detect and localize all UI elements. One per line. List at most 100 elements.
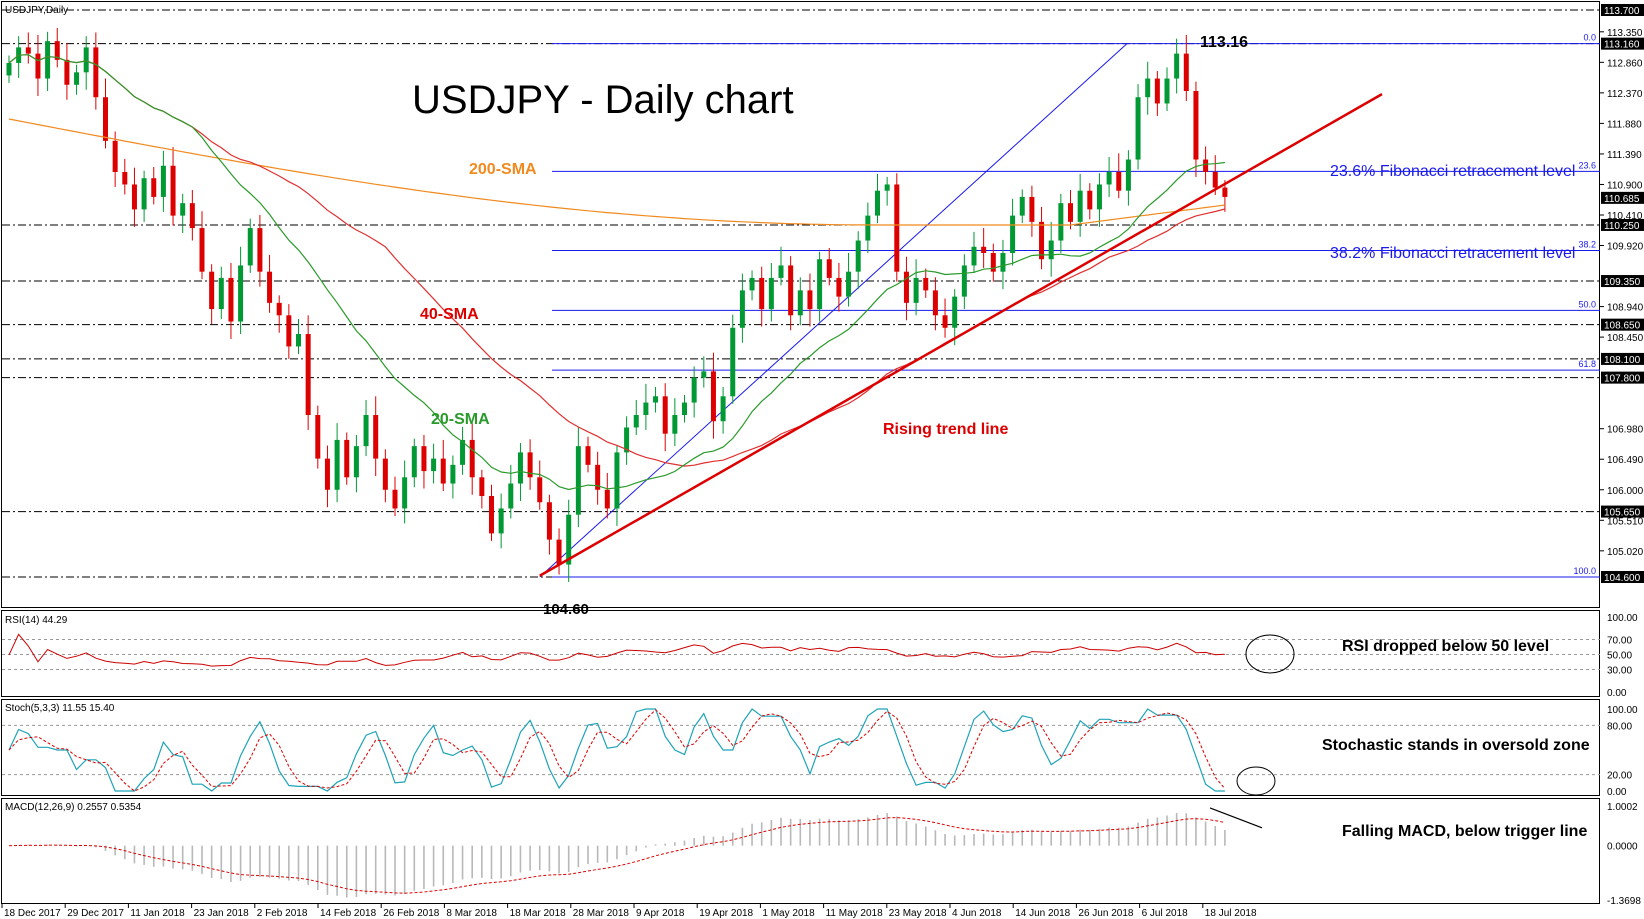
- candle-body: [344, 439, 350, 478]
- candle-body: [710, 371, 716, 422]
- candle-body: [797, 290, 803, 316]
- candle-body: [1154, 78, 1160, 104]
- price-tick-label: 112.370: [1607, 89, 1643, 100]
- macd-tick-label: -1.3698: [1607, 896, 1641, 907]
- candle-body: [1203, 159, 1209, 172]
- x-tick-label: 14 Jun 2018: [1015, 908, 1070, 919]
- candle-body: [1077, 190, 1083, 222]
- candle-body: [981, 246, 987, 253]
- trendline-label: Rising trend line: [883, 421, 1008, 438]
- level-tag-bg: [1601, 4, 1644, 16]
- price-panel: 0.0 23.6 38.2 50.0 61.8 100.0: [2, 9, 1600, 582]
- candle-body: [903, 271, 909, 303]
- candle-body: [1145, 78, 1151, 98]
- level-tag-bg: [1601, 275, 1644, 288]
- level-tag-label: 113.160: [1604, 40, 1640, 51]
- candle-body: [315, 415, 321, 459]
- candle-body: [1010, 215, 1016, 253]
- candle-body: [421, 446, 427, 472]
- level-tag-label: 107.800: [1604, 374, 1641, 385]
- candle-body: [855, 240, 861, 272]
- candle-body: [83, 47, 89, 73]
- stoch-tick-label: 0.00: [1607, 787, 1627, 798]
- stoch-tick-label: 80.00: [1607, 721, 1632, 732]
- candle-body: [749, 277, 755, 291]
- candle-body: [566, 514, 572, 565]
- candle-body: [479, 477, 485, 496]
- candle-body: [990, 253, 996, 272]
- indicator-panels: [2, 633, 1600, 898]
- price-tick-label: 111.880: [1607, 119, 1642, 130]
- candle-body: [517, 452, 523, 484]
- level-tag-bg: [1601, 352, 1644, 365]
- candle-body: [25, 47, 31, 54]
- x-tick-label: 4 Jun 2018: [952, 908, 1002, 919]
- price-tick-label: 109.920: [1607, 242, 1644, 253]
- candle-body: [730, 327, 736, 397]
- macd-signal-line: [8, 817, 1225, 894]
- candle-body: [238, 265, 244, 322]
- candle-body: [865, 215, 871, 241]
- candle-body: [1019, 196, 1025, 216]
- candle-body: [6, 62, 12, 76]
- candle-body: [1135, 97, 1141, 160]
- candle-body: [93, 47, 99, 98]
- price-tick-label: 105.020: [1607, 547, 1644, 558]
- level-tag-label: 113.700: [1604, 6, 1640, 17]
- panel-frames: [1, 1, 1600, 904]
- candle-body: [768, 277, 774, 310]
- candle-body: [672, 415, 678, 434]
- x-tick-label: 11 Jan 2018: [130, 908, 185, 919]
- candle-body: [1096, 184, 1102, 210]
- x-tick-label: 26 Feb 2018: [383, 908, 440, 919]
- candle-body: [411, 446, 417, 478]
- candle-body: [1116, 172, 1122, 191]
- level-tag-label: 109.350: [1604, 277, 1641, 288]
- stoch-main-line: [8, 708, 1225, 792]
- candle-body: [884, 184, 890, 191]
- stoch-panel-frame: [1, 699, 1600, 796]
- level-tag-bg: [1601, 191, 1644, 204]
- candle-body: [932, 290, 938, 316]
- candle-body: [440, 458, 446, 484]
- candle-body: [961, 265, 967, 297]
- candle-body: [1193, 91, 1199, 160]
- x-tick-label: 9 Apr 2018: [636, 908, 685, 919]
- price-tick-label: 108.450: [1607, 333, 1644, 344]
- candle-body: [218, 277, 224, 310]
- candles: [6, 28, 1228, 582]
- candle-body: [1087, 190, 1093, 210]
- candle-body: [527, 452, 533, 478]
- x-tick-label: 18 Jul 2018: [1205, 908, 1257, 919]
- candle-body: [141, 178, 147, 210]
- level-tag-bg: [1601, 505, 1644, 518]
- x-tick-label: 28 Mar 2018: [573, 908, 630, 919]
- candle-body: [363, 415, 369, 447]
- candle-body: [469, 439, 475, 478]
- x-tick-label: 26 Jun 2018: [1078, 908, 1133, 919]
- candle-body: [286, 315, 292, 347]
- x-tick-label: 1 May 2018: [762, 908, 815, 919]
- price-tick-label: 106.000: [1607, 486, 1644, 497]
- fib-swing-line: [539, 43, 1128, 578]
- x-tick-label: 23 May 2018: [889, 908, 947, 919]
- candle-body: [807, 290, 813, 310]
- price-tick-label: 110.900: [1607, 180, 1643, 191]
- x-tick-label: 14 Feb 2018: [320, 908, 377, 919]
- rsi-tick-label: 30.00: [1607, 666, 1632, 677]
- level-tag-label: 104.600: [1604, 573, 1641, 584]
- sma20-label: 20-SMA: [431, 411, 490, 428]
- rsi-panel-frame: [1, 610, 1600, 697]
- x-tick-label: 18 Dec 2017: [4, 908, 61, 919]
- macd-label: MACD(12,26,9) 0.2557 0.5354: [5, 802, 142, 813]
- candle-body: [633, 415, 639, 428]
- candle-body: [556, 539, 562, 565]
- candle-body: [247, 228, 253, 266]
- chart-title: USDJPY - Daily chart: [412, 78, 794, 122]
- x-tick-label: 18 Mar 2018: [510, 908, 567, 919]
- candle-body: [971, 246, 977, 266]
- candle-body: [1068, 203, 1073, 222]
- fib-level-label: 0.0: [1583, 33, 1596, 43]
- macd-panel-frame: [1, 798, 1600, 904]
- rsi-label: RSI(14) 44.29: [5, 615, 68, 626]
